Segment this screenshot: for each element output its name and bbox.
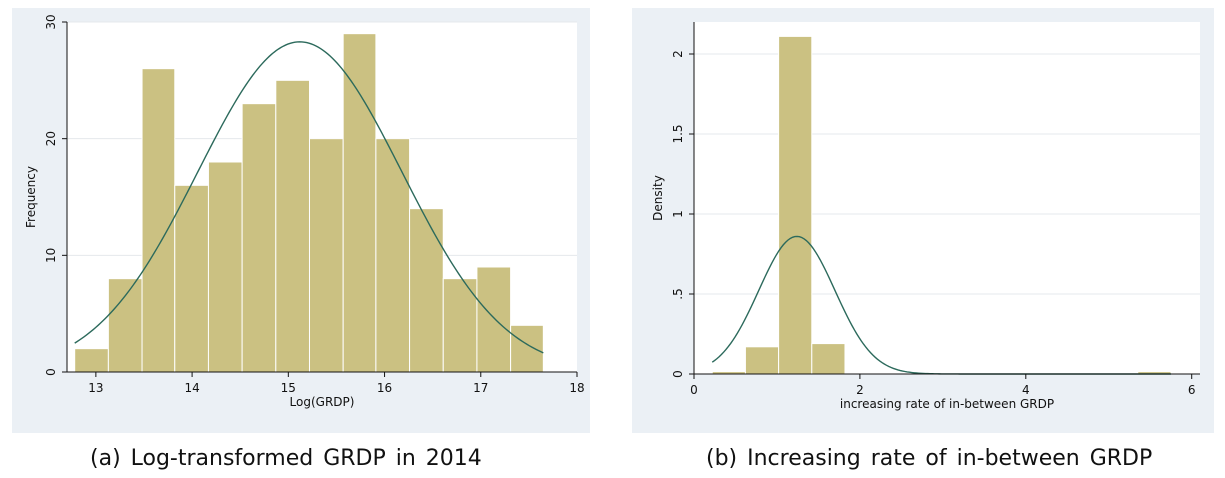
bar-12 <box>476 266 512 373</box>
plot-area <box>694 22 1200 374</box>
bar-7 <box>308 138 344 373</box>
x-tick-label-1: 2 <box>856 383 864 397</box>
x-tick-label-1: 14 <box>184 381 199 395</box>
x-axis-title: increasing rate of in-between GRDP <box>840 397 1054 411</box>
y-tick-label-1: 10 <box>44 248 58 263</box>
y-tick-label-4: 2 <box>671 50 685 58</box>
bar-8 <box>342 33 377 373</box>
normal-curve <box>74 41 544 354</box>
bar-3 <box>174 184 209 373</box>
y-tick-label-2: 1 <box>671 210 685 218</box>
y-tick-label-2: 20 <box>44 131 58 146</box>
bar-2 <box>778 35 813 375</box>
bar-13 <box>510 324 544 373</box>
caption-a: (a) Log-transformed GRDP in 2014 <box>90 446 482 471</box>
x-tick-label-3: 16 <box>377 381 392 395</box>
x-axis-title: Log(GRDP) <box>290 395 355 409</box>
x-tick-label-2: 4 <box>1022 383 1030 397</box>
bar-2 <box>141 68 176 373</box>
bar-10 <box>409 208 444 373</box>
y-axis-title: Frequency <box>24 166 38 228</box>
bar-0 <box>74 348 109 373</box>
bar-6 <box>275 79 310 373</box>
x-tick-label-0: 13 <box>88 381 103 395</box>
bar-1 <box>107 278 143 373</box>
y-tick-label-0: 0 <box>671 370 685 378</box>
x-tick-label-3: 6 <box>1188 383 1196 397</box>
bar-9 <box>375 138 411 373</box>
y-axis-title: Density <box>651 175 665 221</box>
y-tick-label-1: .5 <box>671 288 685 299</box>
bar-4 <box>207 161 243 373</box>
y-tick-label-3: 30 <box>44 14 58 29</box>
caption-b: (b) Increasing rate of in-between GRDP <box>706 446 1153 471</box>
y-tick-label-0: 0 <box>44 368 58 376</box>
x-tick-label-4: 17 <box>473 381 488 395</box>
bar-5 <box>241 103 277 373</box>
x-tick-label-5: 18 <box>569 381 584 395</box>
chart-panel-b: 0 2 4 6 0.5 1 1.5 2 increasing rate of in-betwee… <box>632 8 1214 433</box>
bar-1 <box>744 346 780 375</box>
chart-panel-a: 13 14 15 16 17 18 0 10 20 30 Log(GRDP) Frequency <box>12 8 590 433</box>
bar-3 <box>811 343 846 375</box>
x-tick-label-2: 15 <box>281 381 296 395</box>
histogram-log-grdp: 13 14 15 16 17 18 0 10 20 30 Log(GRDP) Frequency <box>24 14 585 409</box>
y-tick-label-3: 1.5 <box>671 124 685 143</box>
x-tick-label-0: 0 <box>690 383 698 397</box>
